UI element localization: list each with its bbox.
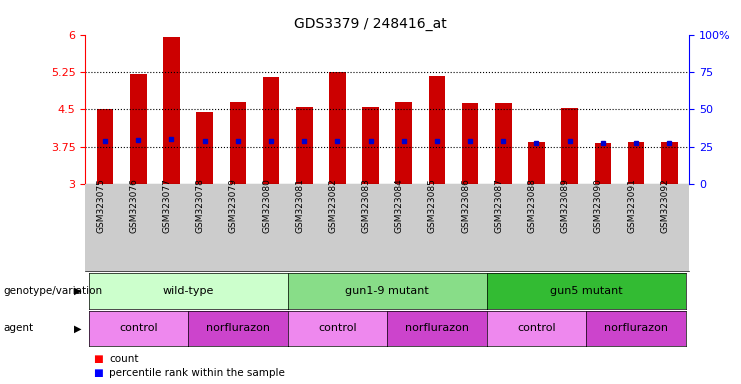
Bar [97, 109, 113, 184]
Bar [495, 103, 511, 184]
Bar [661, 142, 677, 184]
Bar [594, 143, 611, 184]
Bar [628, 142, 645, 184]
Bar [230, 102, 246, 184]
Bar [329, 72, 346, 184]
Bar [163, 37, 180, 184]
Bar [462, 103, 479, 184]
Bar [296, 107, 313, 184]
Text: control: control [318, 323, 356, 333]
Text: control: control [119, 323, 158, 333]
Bar [562, 108, 578, 184]
Text: ▶: ▶ [74, 286, 82, 296]
Bar [196, 112, 213, 184]
Text: norflurazon: norflurazon [604, 323, 668, 333]
Text: gun1-9 mutant: gun1-9 mutant [345, 286, 429, 296]
Text: gun5 mutant: gun5 mutant [550, 286, 622, 296]
Bar [428, 76, 445, 184]
Bar [263, 77, 279, 184]
Bar [130, 74, 147, 184]
Text: norflurazon: norflurazon [405, 323, 469, 333]
Text: ▶: ▶ [74, 323, 82, 333]
Text: agent: agent [4, 323, 34, 333]
Text: control: control [517, 323, 556, 333]
Bar [528, 142, 545, 184]
Text: count: count [109, 354, 139, 364]
Text: GDS3379 / 248416_at: GDS3379 / 248416_at [294, 17, 447, 31]
Bar [362, 107, 379, 184]
Text: percentile rank within the sample: percentile rank within the sample [109, 368, 285, 378]
Text: genotype/variation: genotype/variation [4, 286, 103, 296]
Text: norflurazon: norflurazon [206, 323, 270, 333]
Bar [396, 102, 412, 184]
Text: wild-type: wild-type [162, 286, 213, 296]
Text: ■: ■ [93, 354, 102, 364]
Text: ■: ■ [93, 368, 102, 378]
